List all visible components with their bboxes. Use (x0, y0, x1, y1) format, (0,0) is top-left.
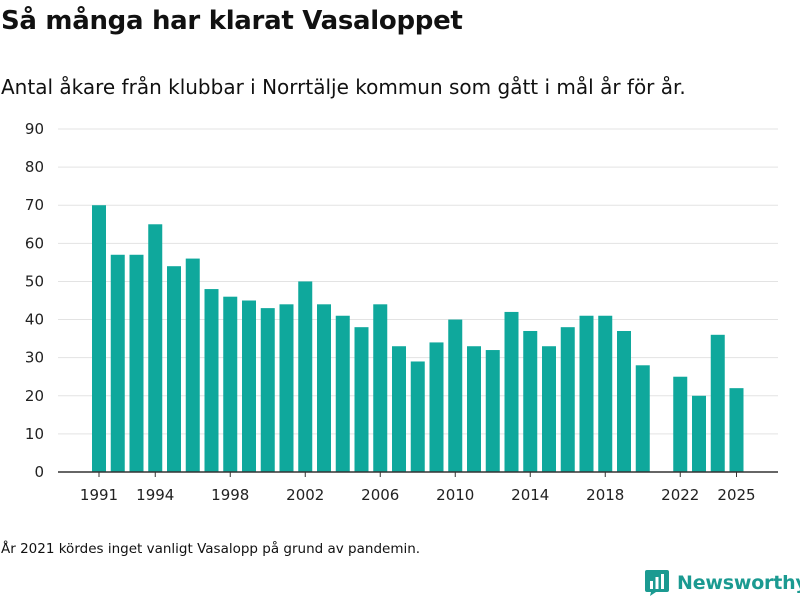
x-tick-label: 2018 (586, 486, 624, 504)
x-axis-ticks: 1991 1994 1998 2002 2006 2010 2014 2018 2022 2025 (80, 472, 756, 504)
x-tick-label: 1991 (80, 486, 118, 504)
y-axis-ticks: 0 10 20 30 40 50 60 70 80 90 (25, 120, 44, 481)
bar-2014 (523, 330, 538, 472)
bar-2023 (692, 395, 706, 472)
footnote: År 2021 kördes inget vanligt Vasalopp på… (1, 541, 421, 557)
bar-2000 (260, 308, 275, 472)
bar-2012 (485, 350, 500, 472)
x-tick-label: 2010 (436, 486, 474, 504)
y-tick-label: 0 (34, 463, 44, 481)
bar-1991 (92, 205, 106, 472)
bar-2003 (317, 304, 331, 472)
x-tick-label: 2006 (361, 486, 399, 504)
y-tick-label: 80 (25, 158, 44, 176)
y-tick-label: 90 (25, 120, 44, 138)
bar-2004 (335, 315, 350, 472)
bar-2016 (560, 327, 575, 472)
y-tick-label: 20 (25, 387, 44, 405)
bar-2005 (354, 327, 369, 472)
y-tick-label: 70 (25, 196, 44, 214)
y-tick-label: 40 (25, 311, 44, 329)
newsworthy-logo: Newsworthy (644, 568, 800, 598)
bar-2013 (504, 311, 519, 472)
bar-2006 (373, 304, 388, 472)
brand-name: Newsworthy (677, 572, 800, 594)
chart-title: Så många har klarat Vasaloppet (1, 6, 463, 36)
bar-chart: 0 10 20 30 40 50 60 70 80 90 1991 1994 1998 2002 2006… (25, 120, 778, 504)
bar-2025 (729, 388, 744, 472)
bar-1992 (110, 254, 125, 472)
x-tick-label: 2025 (717, 486, 755, 504)
y-tick-label: 30 (25, 349, 44, 367)
bar-2015 (542, 346, 556, 472)
x-tick-label: 1994 (136, 486, 174, 504)
bar-1993 (129, 254, 144, 472)
bar-2020 (635, 365, 650, 472)
bar-2010 (448, 319, 463, 472)
bar-1995 (167, 266, 181, 472)
x-tick-label: 1998 (211, 486, 249, 504)
bar-2002 (298, 281, 313, 472)
bar-2001 (279, 304, 294, 472)
bar-1996 (185, 258, 200, 472)
bar-1998 (223, 296, 238, 472)
bar-2022 (673, 376, 688, 472)
bar-2019 (617, 330, 631, 472)
bars (92, 205, 744, 472)
x-tick-label: 2014 (511, 486, 549, 504)
bar-chart-badge-icon (645, 570, 669, 596)
bar-2008 (410, 361, 425, 472)
y-tick-label: 10 (25, 425, 44, 443)
bar-2011 (467, 346, 481, 472)
bar-2024 (710, 334, 725, 472)
bar-2018 (598, 315, 613, 472)
bar-2009 (429, 342, 444, 472)
bar-2007 (392, 346, 406, 472)
bar-1994 (148, 224, 163, 472)
x-tick-label: 2022 (661, 486, 699, 504)
y-tick-label: 50 (25, 272, 44, 290)
bar-2017 (579, 315, 594, 472)
x-tick-label: 2002 (286, 486, 324, 504)
bar-1997 (204, 289, 219, 472)
bar-1999 (242, 300, 256, 472)
chart-subtitle: Antal åkare från klubbar i Norrtälje kom… (1, 75, 686, 99)
y-tick-label: 60 (25, 234, 44, 252)
